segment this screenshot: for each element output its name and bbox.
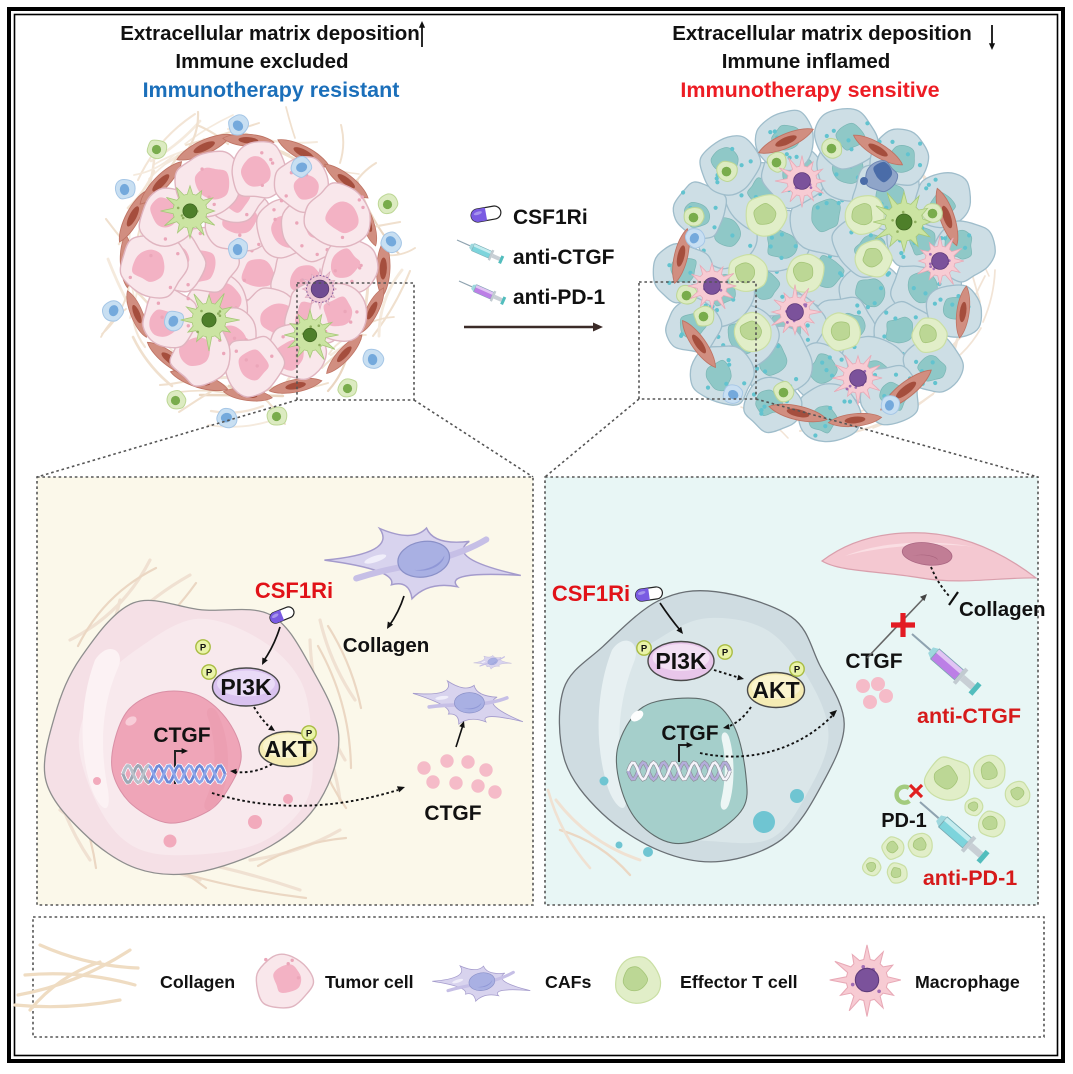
svg-text:CTGF: CTGF xyxy=(153,724,210,747)
svg-text:P: P xyxy=(200,643,207,654)
svg-text:AKT: AKT xyxy=(752,677,799,703)
svg-text:PD-1: PD-1 xyxy=(881,810,927,832)
svg-text:Tumor cell: Tumor cell xyxy=(325,972,414,992)
svg-text:CTGF: CTGF xyxy=(845,650,902,673)
svg-text:anti-PD-1: anti-PD-1 xyxy=(923,866,1017,890)
svg-text:Effector T cell: Effector T cell xyxy=(680,972,798,992)
svg-text:CSF1Ri: CSF1Ri xyxy=(513,206,588,229)
svg-text:Macrophage: Macrophage xyxy=(915,972,1020,992)
svg-text:Collagen: Collagen xyxy=(343,634,430,657)
svg-text:Immune inflamed: Immune inflamed xyxy=(722,50,891,73)
svg-text:CSF1Ri: CSF1Ri xyxy=(255,578,333,603)
svg-text:PI3K: PI3K xyxy=(655,648,707,674)
svg-text:Immunotherapy resistant: Immunotherapy resistant xyxy=(143,78,400,102)
svg-text:Extracellular matrix depositio: Extracellular matrix deposition xyxy=(120,22,420,45)
svg-text:Collagen: Collagen xyxy=(959,598,1046,621)
svg-text:PI3K: PI3K xyxy=(220,674,272,700)
svg-text:P: P xyxy=(641,644,648,655)
svg-text:P: P xyxy=(306,729,313,740)
svg-text:anti-CTGF: anti-CTGF xyxy=(513,246,615,269)
svg-text:CAFs: CAFs xyxy=(545,972,592,992)
svg-text:Extracellular matrix depositio: Extracellular matrix deposition xyxy=(672,22,972,45)
svg-text:anti-PD-1: anti-PD-1 xyxy=(513,286,605,309)
svg-text:P: P xyxy=(794,665,801,676)
svg-text:Immune excluded: Immune excluded xyxy=(175,50,348,73)
svg-text:CSF1Ri: CSF1Ri xyxy=(552,581,630,606)
svg-text:CTGF: CTGF xyxy=(661,722,718,745)
svg-text:CTGF: CTGF xyxy=(424,802,481,825)
svg-text:anti-CTGF: anti-CTGF xyxy=(917,704,1021,728)
svg-text:Collagen: Collagen xyxy=(160,972,235,992)
svg-text:AKT: AKT xyxy=(264,736,311,762)
svg-text:Immunotherapy sensitive: Immunotherapy sensitive xyxy=(680,78,939,102)
svg-text:P: P xyxy=(206,668,213,679)
svg-text:P: P xyxy=(722,648,729,659)
